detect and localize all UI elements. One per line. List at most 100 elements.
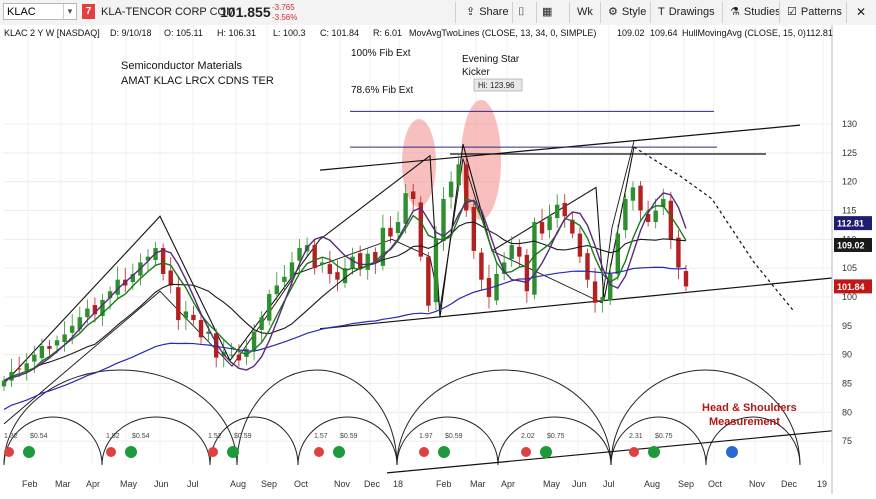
- x-tick-label: Jul: [603, 479, 615, 489]
- x-tick-label: Nov: [749, 479, 766, 489]
- candle-body: [92, 305, 98, 315]
- studies-button[interactable]: ⚗ Studies: [730, 4, 781, 21]
- candle-body: [645, 213, 651, 223]
- alert-badge[interactable]: 7: [82, 4, 95, 19]
- y-tick-label: 125: [842, 148, 857, 158]
- annotation-semis-line1: Semiconductor Materials: [121, 60, 243, 72]
- annotation-evening-star: Evening Star: [462, 54, 520, 65]
- patterns-button[interactable]: ☑ Patterns: [787, 4, 842, 21]
- earnings-label: 1.32: [4, 433, 18, 440]
- chevron-down-icon[interactable]: ▼: [63, 4, 76, 19]
- earnings-label: 2.31: [629, 433, 643, 440]
- y-tick-label: 85: [842, 379, 852, 389]
- x-tick-label: Jul: [187, 479, 199, 489]
- snapshot-icon: ⌷: [518, 6, 525, 18]
- candle-body: [441, 198, 446, 242]
- candle-body: [464, 164, 469, 211]
- dividend-label: $0.54: [132, 433, 150, 440]
- x-tick-label: Apr: [86, 479, 100, 489]
- drawings-label: Drawings: [668, 6, 715, 18]
- earnings-marker-icon: [521, 447, 531, 457]
- price-tag-label: 101.84: [837, 282, 865, 292]
- ohlc-close: C: 101.84: [320, 28, 359, 38]
- candle-body: [251, 331, 257, 351]
- style-button[interactable]: ⚙ Style: [608, 4, 646, 21]
- cycle-arc: [705, 416, 801, 466]
- x-tick-label: Apr: [501, 479, 515, 489]
- y-tick-label: 75: [842, 436, 852, 446]
- ohlc-range: R: 6.01: [373, 28, 402, 38]
- toolbar-divider: [536, 2, 537, 23]
- symbol-input[interactable]: KLAC ▼: [3, 3, 77, 20]
- dividend-label: $0.75: [547, 433, 565, 440]
- close-icon: ✕: [856, 5, 867, 19]
- candle-body: [418, 202, 423, 257]
- dividend-marker-icon: [648, 446, 660, 458]
- candle-body: [100, 299, 105, 317]
- candle-body: [70, 325, 75, 333]
- candle-body: [494, 273, 499, 301]
- x-tick-label: Jun: [154, 479, 169, 489]
- x-tick-label: Sep: [678, 479, 694, 489]
- candle-body: [638, 185, 643, 211]
- event-markers: 1.32 $0.54 1.52 $0.54 1.52 $0.59 1.57 $0.59 1.97…: [4, 433, 738, 458]
- y-tick-label: 105: [842, 263, 857, 273]
- candle-body: [342, 268, 348, 284]
- x-tick-label: Oct: [294, 479, 309, 489]
- x-tick-label: May: [543, 479, 561, 489]
- toolbar: KLAC ▼ 7 KLA-TENCOR CORP COM 101.855 -3.7…: [0, 0, 876, 26]
- x-tick-label: Aug: [644, 479, 660, 489]
- x-axis-labels: Feb Mar Apr May Jun Jul Aug Sep Oct Nov Dec 18 Feb Ma…: [22, 479, 827, 489]
- toolbar-divider: [779, 2, 780, 23]
- dividend-label: $0.75: [655, 433, 673, 440]
- candle-body: [312, 245, 317, 269]
- share-button[interactable]: ⇪ Share: [466, 4, 509, 21]
- price-tag: [834, 279, 872, 294]
- cycle-arc: [297, 416, 398, 466]
- trendline-upper: [319, 124, 801, 171]
- price-chart[interactable]: 1.32 $0.54 1.52 $0.54 1.52 $0.59 1.57 $0.59 1.97…: [0, 25, 876, 494]
- share-label: Share: [479, 6, 509, 18]
- drawings-icon: T: [658, 6, 665, 18]
- earnings-marker-icon: [4, 447, 14, 457]
- earnings-label: 2.02: [521, 433, 535, 440]
- info-marker-icon: [726, 446, 738, 458]
- y-tick-label: 115: [842, 206, 856, 216]
- candle-body: [1, 380, 7, 387]
- cycle-arcs: [3, 369, 801, 466]
- close-button[interactable]: ✕: [856, 4, 866, 21]
- candle-body: [130, 273, 136, 283]
- highlight-ellipses: [402, 100, 501, 220]
- x-tick-label: Jun: [572, 479, 587, 489]
- study-hull-label[interactable]: HullMovingAvg (CLOSE, 15, 0): [682, 28, 806, 38]
- symbol-text: KLAC: [7, 6, 36, 18]
- candle-body: [600, 297, 605, 302]
- annotation-fib100: 100% Fib Ext: [351, 48, 411, 59]
- earnings-marker-icon: [629, 447, 639, 457]
- study-movavg-label[interactable]: MovAvgTwoLines (CLOSE, 13, 34, 0, SIMPLE…: [409, 28, 596, 38]
- candle-body: [297, 247, 302, 261]
- drawings-button[interactable]: T Drawings: [658, 4, 715, 21]
- cycle-arc: [3, 369, 238, 466]
- dividend-label: $0.59: [234, 433, 252, 440]
- price-tags: 112.81 109.02 101.84: [834, 216, 872, 294]
- candle-body: [562, 203, 567, 217]
- trendline-neckline: [319, 277, 833, 330]
- trendline-lower-cycle: [386, 430, 833, 474]
- calendar-button[interactable]: ▦: [542, 4, 552, 21]
- candle-body: [183, 311, 189, 319]
- settings-icon: ⚙: [608, 6, 618, 18]
- earnings-label: 1.52: [208, 433, 222, 440]
- x-tick-label: 19: [817, 479, 827, 489]
- snapshot-button[interactable]: ⌷: [518, 4, 525, 21]
- ohlc-date: D: 9/10/18: [110, 28, 152, 38]
- study-movavg-value1: 109.02: [617, 28, 645, 38]
- company-name: KLA-TENCOR CORP COM: [101, 6, 236, 18]
- timeframe-button[interactable]: Wk: [577, 4, 593, 21]
- candle-body: [168, 270, 173, 286]
- chart-canvas[interactable]: 1.32 $0.54 1.52 $0.54 1.52 $0.59 1.57 $0.59 1.97…: [0, 25, 876, 494]
- toolbar-divider: [600, 2, 601, 23]
- candle-body: [39, 346, 45, 359]
- earnings-marker-icon: [208, 447, 218, 457]
- patterns-icon: ☑: [787, 6, 797, 18]
